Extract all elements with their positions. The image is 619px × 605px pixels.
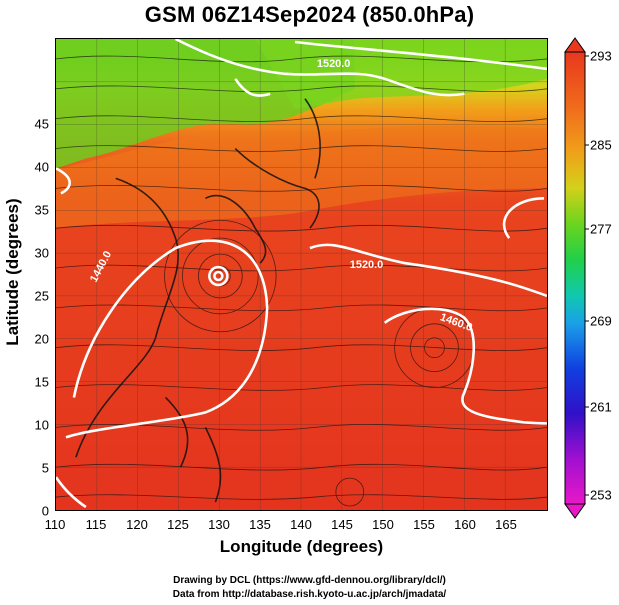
y-axis-title: Latitude (degrees)	[3, 198, 22, 346]
x-tick-label: 130	[208, 517, 230, 532]
x-axis-title: Longitude (degrees)	[219, 537, 384, 556]
geopotential-contours	[56, 39, 547, 509]
contour-label: 1520.0	[317, 58, 350, 70]
y-tick-label: 35	[34, 202, 49, 218]
x-tick-label: 125	[167, 517, 189, 532]
colorbar-bottom-arrow	[564, 503, 586, 519]
x-tick-label: 150	[372, 517, 394, 532]
x-tick-label: 165	[495, 517, 517, 532]
colorbar-tick-label: 277	[590, 221, 612, 237]
y-tick-label: 40	[34, 159, 49, 175]
colorbar-tick-label: 285	[590, 137, 612, 153]
y-tick-label: 25	[34, 288, 49, 304]
map-plot-area: 1440.0 1520.0 1460.0 1520.0	[55, 38, 548, 511]
x-tick-label: 135	[249, 517, 271, 532]
y-tick-label: 5	[41, 460, 49, 476]
chart-title: GSM 06Z14Sep2024 (850.0hPa)	[144, 2, 475, 27]
y-tick-label: 45	[34, 116, 49, 132]
temperature-field-map: 1440.0 1520.0 1460.0 1520.0	[56, 39, 547, 510]
credit-line-data-source: Data from http://database.rish.kyoto-u.a…	[172, 589, 447, 600]
colorbar-tick-label: 293	[590, 48, 612, 64]
x-tick-label: 120	[126, 517, 148, 532]
colorbar	[564, 37, 589, 519]
colorbar-tick-label: 261	[590, 399, 612, 415]
colorbar-tick-label: 269	[590, 313, 612, 329]
x-tick-label: 110	[44, 517, 66, 532]
contour-label: 1520.0	[350, 259, 383, 271]
x-tick-label: 145	[331, 517, 353, 532]
x-tick-label: 140	[290, 517, 312, 532]
y-tick-label: 15	[34, 374, 49, 390]
x-tick-label: 155	[413, 517, 435, 532]
y-tick-label: 30	[34, 245, 49, 261]
credit-line-dcl: Drawing by DCL (https://www.gfd-dennou.o…	[173, 575, 446, 586]
y-tick-label: 0	[41, 503, 49, 519]
colorbar-top-arrow	[564, 37, 586, 53]
y-tick-label: 20	[34, 331, 49, 347]
y-tick-label: 10	[34, 417, 49, 433]
coastlines	[75, 98, 321, 503]
x-tick-label: 115	[85, 517, 107, 532]
x-tick-label: 160	[454, 517, 476, 532]
colorbar-tick-label: 253	[590, 487, 612, 503]
